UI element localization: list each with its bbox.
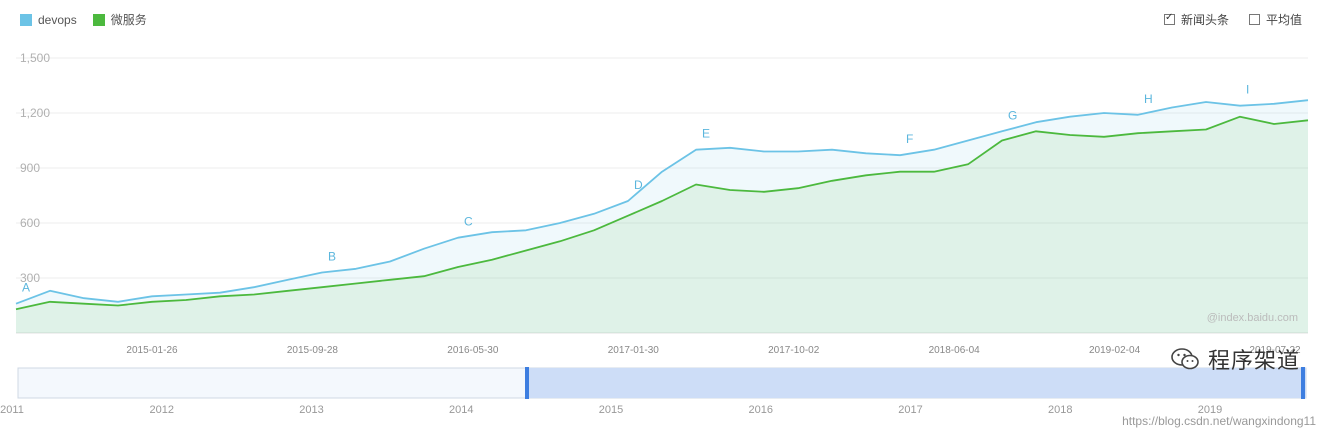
- series-line-devops: [15, 99, 1309, 305]
- annotation-h: H: [1144, 92, 1153, 106]
- brand-text: 程序架道: [1207, 348, 1300, 373]
- news-toggle-label: 新闻头条: [1180, 13, 1229, 27]
- chart-toggles: 新闻头条 平均值: [1163, 11, 1302, 28]
- x-tick-label: 2016-05-30: [447, 345, 499, 356]
- x-tick-label: 2015-01-26: [126, 345, 178, 356]
- legend-item-devops[interactable]: devops: [20, 13, 77, 27]
- annotation-c: C: [464, 215, 473, 229]
- overview-year-label: 2016: [749, 404, 773, 416]
- y-tick-label: 1,500: [20, 51, 50, 65]
- y-tick-label: 1,200: [20, 106, 50, 120]
- y-tick-label: 300: [20, 271, 40, 285]
- overview-year-label: 2011: [0, 404, 24, 416]
- annotation-g: G: [1008, 108, 1017, 122]
- range-handle-left[interactable]: [525, 367, 529, 399]
- x-tick-label: 2015-09-28: [287, 345, 339, 356]
- x-tick-label: 2018-06-04: [929, 345, 981, 356]
- average-checkbox[interactable]: [1248, 14, 1260, 25]
- event-annotations: A B C D E F G H I: [22, 83, 1249, 295]
- series-areas: [16, 100, 1308, 333]
- x-axis: 2015-01-26 2015-09-28 2016-05-30 2017-01-30…: [126, 345, 1301, 356]
- overview-year-label: 2019: [1198, 404, 1222, 416]
- chart-grid: [16, 57, 1308, 334]
- x-tick-label: 2017-01-30: [608, 345, 660, 356]
- series-lines: [15, 99, 1309, 311]
- news-checkbox[interactable]: [1163, 12, 1175, 25]
- x-tick-label: 2019-07-22: [1249, 345, 1301, 356]
- y-tick-label: 900: [20, 161, 40, 175]
- overview-year-label: 2014: [449, 404, 473, 416]
- legend-item-microservice[interactable]: 微服务: [92, 11, 147, 28]
- series-area-devops: [16, 100, 1308, 333]
- news-toggle[interactable]: 新闻头条: [1163, 11, 1229, 28]
- source-watermark: @index.baidu.com: [1207, 312, 1298, 324]
- annotation-a: A: [22, 281, 30, 295]
- annotation-i: I: [1246, 83, 1249, 97]
- annotation-e: E: [702, 127, 710, 141]
- x-tick-label: 2019-02-04: [1089, 345, 1141, 356]
- legend-label-devops: devops: [38, 12, 77, 27]
- chart-legend: devops 微服务: [20, 11, 147, 28]
- wechat-icon: [1170, 347, 1200, 371]
- annotation-b: B: [328, 250, 336, 264]
- overview-years: 2011 2012 2013 2014 2015 2016 2017 2018 2019: [0, 404, 1222, 416]
- range-selector[interactable]: 2011 2012 2013 2014 2015 2016 2017 2018 2019: [0, 367, 1307, 416]
- annotation-d: D: [634, 178, 643, 192]
- y-axis: 1,500 1,200 900 600 300: [20, 51, 50, 285]
- overview-year-label: 2017: [898, 404, 922, 416]
- overview-year-label: 2012: [150, 404, 174, 416]
- legend-swatch-microservice: [92, 13, 105, 26]
- overview-year-label: 2013: [299, 404, 323, 416]
- overview-year-label: 2015: [599, 404, 623, 416]
- annotation-f: F: [906, 132, 913, 146]
- legend-label-microservice: 微服务: [110, 13, 147, 27]
- source-url: https://blog.csdn.net/wangxindong11: [1122, 414, 1316, 428]
- overview-year-label: 2018: [1048, 404, 1072, 416]
- series-area-microservice: [16, 116, 1308, 333]
- range-window[interactable]: [527, 368, 1306, 398]
- legend-swatch-devops: [20, 13, 32, 26]
- brand-watermark: 程序架道: [1170, 343, 1300, 375]
- average-toggle[interactable]: 平均值: [1248, 11, 1302, 28]
- x-tick-label: 2017-10-02: [768, 345, 820, 356]
- series-line-microservice: [15, 115, 1309, 311]
- average-toggle-label: 平均值: [1265, 13, 1302, 27]
- range-handle-right[interactable]: [1301, 367, 1305, 399]
- y-tick-label: 600: [20, 216, 40, 230]
